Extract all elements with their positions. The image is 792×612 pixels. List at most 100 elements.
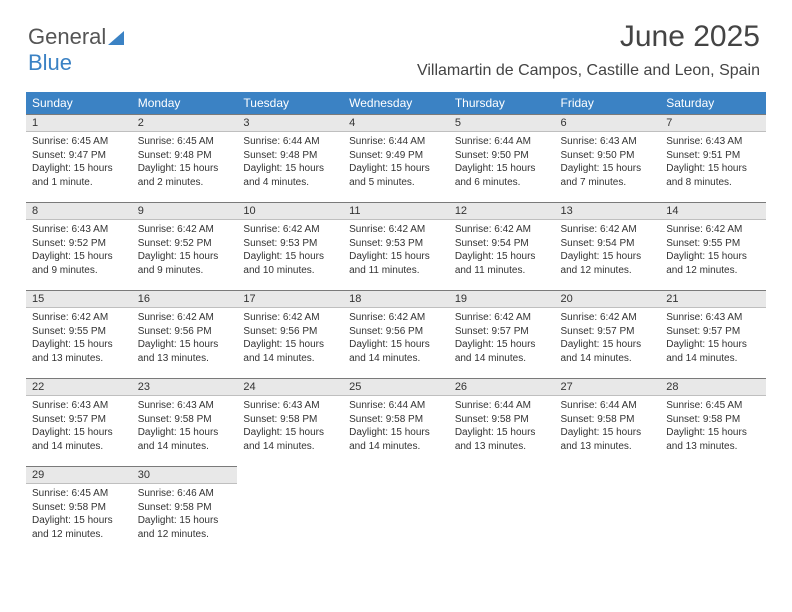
day-body: Sunrise: 6:44 AMSunset: 9:58 PMDaylight:… bbox=[449, 396, 555, 459]
day-number: 3 bbox=[237, 114, 343, 132]
sunset-line: Sunset: 9:58 PM bbox=[455, 413, 549, 427]
daylight-line: Daylight: 15 hours and 12 minutes. bbox=[666, 250, 760, 277]
day-number: 22 bbox=[26, 378, 132, 396]
sunrise-line: Sunrise: 6:42 AM bbox=[455, 223, 549, 237]
calendar-row: 8Sunrise: 6:43 AMSunset: 9:52 PMDaylight… bbox=[26, 202, 766, 290]
sunrise-line: Sunrise: 6:43 AM bbox=[32, 399, 126, 413]
day-body: Sunrise: 6:42 AMSunset: 9:56 PMDaylight:… bbox=[343, 308, 449, 371]
calendar-cell: 16Sunrise: 6:42 AMSunset: 9:56 PMDayligh… bbox=[132, 290, 238, 378]
day-body: Sunrise: 6:44 AMSunset: 9:49 PMDaylight:… bbox=[343, 132, 449, 195]
sunset-line: Sunset: 9:55 PM bbox=[32, 325, 126, 339]
sunrise-line: Sunrise: 6:42 AM bbox=[138, 311, 232, 325]
day-number: 13 bbox=[555, 202, 661, 220]
daylight-line: Daylight: 15 hours and 14 minutes. bbox=[455, 338, 549, 365]
calendar-cell: 2Sunrise: 6:45 AMSunset: 9:48 PMDaylight… bbox=[132, 114, 238, 202]
sunrise-line: Sunrise: 6:42 AM bbox=[561, 311, 655, 325]
daylight-line: Daylight: 15 hours and 14 minutes. bbox=[243, 338, 337, 365]
calendar-row: 1Sunrise: 6:45 AMSunset: 9:47 PMDaylight… bbox=[26, 114, 766, 202]
day-number: 2 bbox=[132, 114, 238, 132]
sunrise-line: Sunrise: 6:44 AM bbox=[243, 135, 337, 149]
calendar-cell bbox=[555, 466, 661, 554]
calendar-cell: 19Sunrise: 6:42 AMSunset: 9:57 PMDayligh… bbox=[449, 290, 555, 378]
header-row: Sunday Monday Tuesday Wednesday Thursday… bbox=[26, 92, 766, 114]
header-wednesday: Wednesday bbox=[343, 92, 449, 114]
day-body: Sunrise: 6:42 AMSunset: 9:56 PMDaylight:… bbox=[237, 308, 343, 371]
header-sunday: Sunday bbox=[26, 92, 132, 114]
calendar-cell bbox=[237, 466, 343, 554]
sunset-line: Sunset: 9:57 PM bbox=[666, 325, 760, 339]
calendar-cell: 9Sunrise: 6:42 AMSunset: 9:52 PMDaylight… bbox=[132, 202, 238, 290]
day-number: 4 bbox=[343, 114, 449, 132]
daylight-line: Daylight: 15 hours and 12 minutes. bbox=[138, 514, 232, 541]
sunset-line: Sunset: 9:48 PM bbox=[138, 149, 232, 163]
calendar-cell bbox=[449, 466, 555, 554]
calendar-cell bbox=[660, 466, 766, 554]
sunset-line: Sunset: 9:56 PM bbox=[349, 325, 443, 339]
calendar-cell: 7Sunrise: 6:43 AMSunset: 9:51 PMDaylight… bbox=[660, 114, 766, 202]
calendar-cell: 5Sunrise: 6:44 AMSunset: 9:50 PMDaylight… bbox=[449, 114, 555, 202]
day-number: 8 bbox=[26, 202, 132, 220]
daylight-line: Daylight: 15 hours and 14 minutes. bbox=[666, 338, 760, 365]
day-number: 5 bbox=[449, 114, 555, 132]
day-number: 20 bbox=[555, 290, 661, 308]
day-number: 7 bbox=[660, 114, 766, 132]
daylight-line: Daylight: 15 hours and 13 minutes. bbox=[666, 426, 760, 453]
sunrise-line: Sunrise: 6:43 AM bbox=[666, 135, 760, 149]
day-body: Sunrise: 6:44 AMSunset: 9:58 PMDaylight:… bbox=[343, 396, 449, 459]
calendar-row: 29Sunrise: 6:45 AMSunset: 9:58 PMDayligh… bbox=[26, 466, 766, 554]
sunrise-line: Sunrise: 6:42 AM bbox=[561, 223, 655, 237]
day-number: 15 bbox=[26, 290, 132, 308]
day-body: Sunrise: 6:45 AMSunset: 9:58 PMDaylight:… bbox=[26, 484, 132, 547]
daylight-line: Daylight: 15 hours and 13 minutes. bbox=[455, 426, 549, 453]
day-body: Sunrise: 6:46 AMSunset: 9:58 PMDaylight:… bbox=[132, 484, 238, 547]
daylight-line: Daylight: 15 hours and 12 minutes. bbox=[32, 514, 126, 541]
sunrise-line: Sunrise: 6:45 AM bbox=[32, 135, 126, 149]
calendar-cell: 18Sunrise: 6:42 AMSunset: 9:56 PMDayligh… bbox=[343, 290, 449, 378]
daylight-line: Daylight: 15 hours and 14 minutes. bbox=[32, 426, 126, 453]
sunrise-line: Sunrise: 6:45 AM bbox=[32, 487, 126, 501]
day-body: Sunrise: 6:42 AMSunset: 9:53 PMDaylight:… bbox=[343, 220, 449, 283]
day-number: 12 bbox=[449, 202, 555, 220]
sunrise-line: Sunrise: 6:42 AM bbox=[349, 223, 443, 237]
sunrise-line: Sunrise: 6:44 AM bbox=[561, 399, 655, 413]
calendar-cell: 6Sunrise: 6:43 AMSunset: 9:50 PMDaylight… bbox=[555, 114, 661, 202]
calendar-cell: 12Sunrise: 6:42 AMSunset: 9:54 PMDayligh… bbox=[449, 202, 555, 290]
calendar-cell: 10Sunrise: 6:42 AMSunset: 9:53 PMDayligh… bbox=[237, 202, 343, 290]
calendar-cell: 14Sunrise: 6:42 AMSunset: 9:55 PMDayligh… bbox=[660, 202, 766, 290]
daylight-line: Daylight: 15 hours and 4 minutes. bbox=[243, 162, 337, 189]
sunrise-line: Sunrise: 6:42 AM bbox=[138, 223, 232, 237]
sunset-line: Sunset: 9:57 PM bbox=[561, 325, 655, 339]
sunrise-line: Sunrise: 6:46 AM bbox=[138, 487, 232, 501]
sunset-line: Sunset: 9:58 PM bbox=[561, 413, 655, 427]
sunset-line: Sunset: 9:57 PM bbox=[32, 413, 126, 427]
day-number: 21 bbox=[660, 290, 766, 308]
daylight-line: Daylight: 15 hours and 11 minutes. bbox=[455, 250, 549, 277]
calendar-row: 15Sunrise: 6:42 AMSunset: 9:55 PMDayligh… bbox=[26, 290, 766, 378]
header-thursday: Thursday bbox=[449, 92, 555, 114]
sunset-line: Sunset: 9:51 PM bbox=[666, 149, 760, 163]
daylight-line: Daylight: 15 hours and 13 minutes. bbox=[561, 426, 655, 453]
daylight-line: Daylight: 15 hours and 13 minutes. bbox=[32, 338, 126, 365]
calendar-cell: 15Sunrise: 6:42 AMSunset: 9:55 PMDayligh… bbox=[26, 290, 132, 378]
calendar-table: Sunday Monday Tuesday Wednesday Thursday… bbox=[26, 92, 766, 554]
sunset-line: Sunset: 9:53 PM bbox=[243, 237, 337, 251]
calendar-cell: 23Sunrise: 6:43 AMSunset: 9:58 PMDayligh… bbox=[132, 378, 238, 466]
day-body: Sunrise: 6:45 AMSunset: 9:47 PMDaylight:… bbox=[26, 132, 132, 195]
calendar-cell: 8Sunrise: 6:43 AMSunset: 9:52 PMDaylight… bbox=[26, 202, 132, 290]
sunrise-line: Sunrise: 6:43 AM bbox=[138, 399, 232, 413]
calendar-row: 22Sunrise: 6:43 AMSunset: 9:57 PMDayligh… bbox=[26, 378, 766, 466]
sunset-line: Sunset: 9:49 PM bbox=[349, 149, 443, 163]
sunrise-line: Sunrise: 6:45 AM bbox=[666, 399, 760, 413]
calendar-cell: 11Sunrise: 6:42 AMSunset: 9:53 PMDayligh… bbox=[343, 202, 449, 290]
sunrise-line: Sunrise: 6:44 AM bbox=[349, 135, 443, 149]
header-tuesday: Tuesday bbox=[237, 92, 343, 114]
sunset-line: Sunset: 9:58 PM bbox=[666, 413, 760, 427]
day-number: 24 bbox=[237, 378, 343, 396]
day-number: 19 bbox=[449, 290, 555, 308]
day-body: Sunrise: 6:44 AMSunset: 9:48 PMDaylight:… bbox=[237, 132, 343, 195]
day-number: 27 bbox=[555, 378, 661, 396]
sunset-line: Sunset: 9:57 PM bbox=[455, 325, 549, 339]
day-body: Sunrise: 6:42 AMSunset: 9:55 PMDaylight:… bbox=[26, 308, 132, 371]
calendar-cell: 30Sunrise: 6:46 AMSunset: 9:58 PMDayligh… bbox=[132, 466, 238, 554]
sunrise-line: Sunrise: 6:43 AM bbox=[561, 135, 655, 149]
